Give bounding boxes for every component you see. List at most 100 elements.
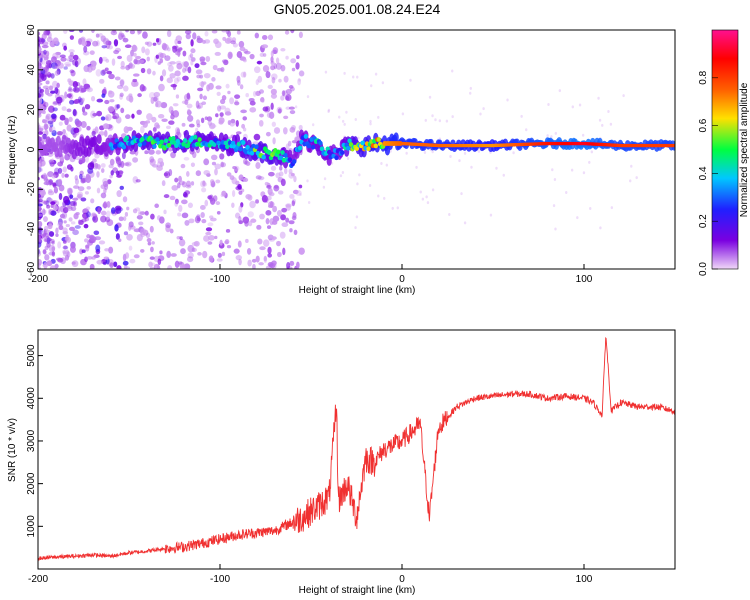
noise-cell: [482, 107, 485, 111]
snr-panel: -200 -100 0 100 1000 2000 3000 4000 5000 Height…: [7, 329, 676, 596]
noise-cell: [194, 63, 200, 69]
noise-cell: [84, 191, 89, 195]
noise-cell: [550, 135, 553, 139]
noise-cell: [221, 190, 227, 197]
ridge-cell: [276, 149, 281, 155]
noise-cell: [85, 173, 90, 180]
noise-cell: [60, 57, 67, 62]
noise-cell: [169, 72, 176, 79]
noise-cell: [212, 64, 218, 71]
noise-cell: [125, 30, 129, 33]
noise-cell: [358, 173, 361, 177]
noise-cell: [209, 217, 217, 222]
noise-cell: [38, 97, 43, 104]
noise-cell: [38, 55, 42, 60]
noise-cell: [240, 71, 246, 78]
noise-cell: [428, 95, 432, 99]
noise-cell: [280, 214, 286, 221]
noise-cell: [203, 170, 210, 176]
ridge-cell: [197, 137, 202, 143]
noise-cell: [62, 206, 69, 214]
noise-cell: [161, 180, 166, 187]
noise-cell: [145, 232, 151, 239]
noise-cell: [62, 129, 66, 135]
noise-cell: [299, 193, 302, 197]
noise-cell: [100, 163, 106, 168]
noise-cell: [157, 157, 164, 164]
ridge-cell: [121, 144, 127, 150]
noise-cell: [206, 84, 211, 92]
ridge-cell: [360, 140, 365, 146]
noise-cell: [59, 54, 66, 58]
noise-cell: [83, 45, 88, 53]
noise-cell: [279, 165, 283, 171]
y-tick-label: 60: [26, 24, 37, 36]
noise-cell: [381, 81, 385, 85]
noise-cell: [196, 74, 201, 79]
noise-cell: [190, 48, 196, 54]
noise-cell: [306, 95, 310, 99]
noise-cell: [95, 244, 101, 252]
snr-frame: [37, 329, 676, 570]
noise-cell: [103, 201, 108, 209]
noise-cell: [242, 216, 250, 224]
noise-cell: [77, 96, 82, 103]
noise-cell: [181, 212, 189, 219]
noise-cell: [227, 51, 233, 60]
colorbar-ticks: 0.0 0.2 0.4 0.6 0.8: [698, 70, 718, 276]
noise-cell: [80, 197, 87, 202]
noise-cell: [128, 63, 136, 69]
noise-cell: [157, 52, 164, 60]
noise-cell: [62, 240, 67, 244]
noise-cell: [211, 161, 217, 166]
noise-cell: [98, 56, 103, 64]
noise-cell: [150, 246, 154, 253]
noise-cell: [158, 83, 165, 92]
noise-cell: [133, 80, 139, 87]
noise-cell: [39, 37, 45, 45]
noise-cell: [70, 206, 77, 212]
noise-cell: [80, 178, 86, 184]
noise-cell: [124, 44, 132, 49]
ridge-cell: [124, 135, 130, 141]
noise-cell: [181, 100, 188, 105]
noise-cell: [122, 196, 128, 203]
noise-cell: [262, 65, 270, 73]
noise-cell: [104, 67, 109, 72]
noise-cell: [73, 185, 80, 189]
noise-cell: [142, 31, 148, 39]
noise-cell: [225, 228, 231, 233]
noise-cell: [221, 95, 227, 101]
noise-cell: [289, 260, 295, 266]
noise-cell: [100, 215, 107, 223]
noise-cell: [38, 61, 41, 68]
noise-cell: [354, 226, 357, 230]
noise-cell: [265, 210, 272, 216]
noise-cell: [256, 60, 263, 65]
noise-cell: [150, 213, 155, 220]
noise-cell: [181, 122, 186, 127]
noise-cell: [176, 236, 181, 240]
noise-cell: [121, 35, 126, 40]
noise-cell: [68, 49, 75, 53]
noise-cell: [128, 224, 132, 231]
noise-cell: [45, 60, 52, 66]
noise-cell: [273, 63, 278, 70]
noise-cell: [289, 194, 295, 199]
noise-cell: [51, 251, 56, 257]
noise-cell: [42, 119, 48, 124]
noise-cell: [186, 170, 190, 177]
noise-cell: [152, 70, 156, 76]
noise-cell: [42, 133, 47, 140]
noise-cell: [276, 106, 283, 114]
noise-cell: [51, 56, 57, 63]
noise-cell: [106, 70, 113, 75]
noise-cell: [279, 231, 286, 239]
noise-cell: [137, 30, 142, 34]
noise-cell: [233, 165, 240, 172]
noise-cell: [405, 151, 408, 155]
noise-cell: [489, 213, 493, 217]
noise-cell: [140, 125, 145, 134]
noise-cell: [210, 154, 218, 161]
noise-cell: [272, 215, 280, 222]
